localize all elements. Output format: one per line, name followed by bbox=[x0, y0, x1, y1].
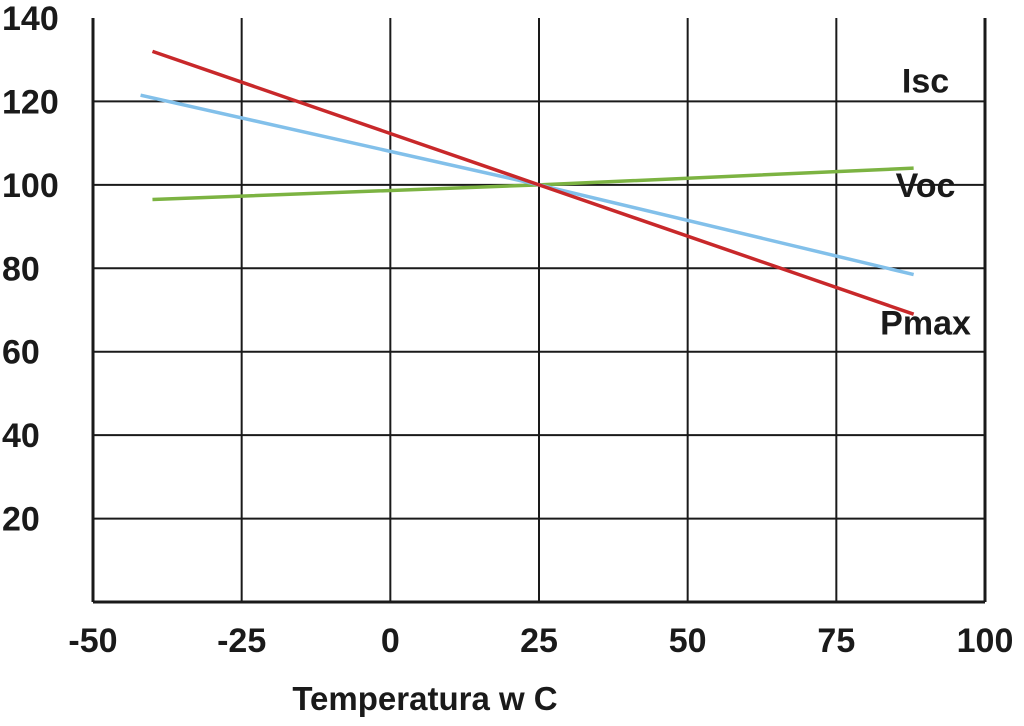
x-tick-label: 25 bbox=[520, 622, 558, 660]
tick-labels: -50 -25 0 25 50 75 100 20 40 60 80 100 120 140 bbox=[2, 0, 1013, 660]
y-tick-label: 60 bbox=[2, 334, 40, 372]
series-lines bbox=[140, 49, 915, 316]
y-tick-label: 40 bbox=[2, 417, 40, 455]
y-tick-label: 120 bbox=[2, 83, 59, 121]
y-tick-label: 20 bbox=[2, 501, 40, 539]
series-line-pmax bbox=[151, 49, 915, 316]
series-label-pmax: Pmax bbox=[880, 305, 971, 343]
y-tick-label: 80 bbox=[2, 250, 40, 288]
x-tick-label: -50 bbox=[68, 622, 117, 660]
series-labels: Isc Voc Pmax bbox=[880, 63, 971, 343]
y-tick-label: 100 bbox=[2, 167, 59, 205]
x-tick-label: 75 bbox=[817, 622, 855, 660]
x-axis-label: Temperatura w C bbox=[292, 680, 557, 717]
grid bbox=[91, 18, 987, 604]
x-tick-label: 100 bbox=[957, 622, 1014, 660]
series-label-isc: Isc bbox=[902, 63, 949, 101]
y-tick-label: 140 bbox=[2, 0, 59, 38]
series-label-voc: Voc bbox=[896, 167, 956, 205]
x-tick-label: 0 bbox=[381, 622, 400, 660]
x-tick-label: 50 bbox=[669, 622, 707, 660]
x-tick-label: -25 bbox=[217, 622, 266, 660]
